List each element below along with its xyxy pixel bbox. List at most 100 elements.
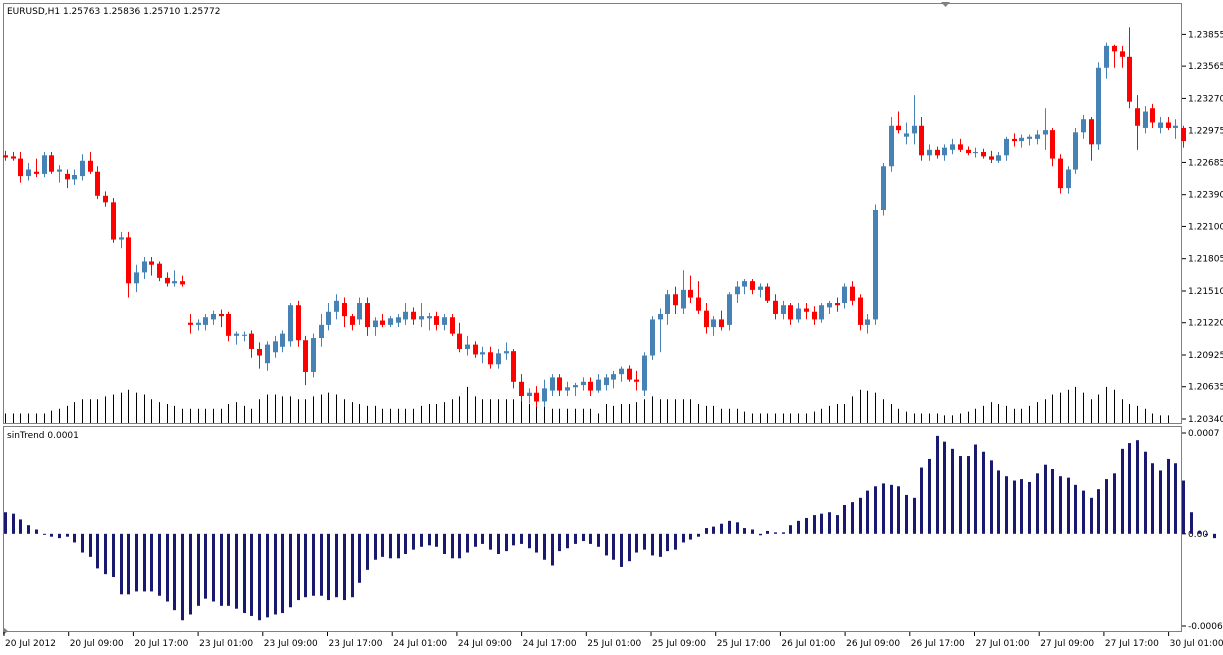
sintrend-bar [682,533,685,543]
sintrend-bar [120,533,123,595]
candle [942,144,947,161]
sintrend-bar [212,533,215,602]
candle-body [935,149,940,156]
sintrend-bar [659,533,662,557]
sintrend-histogram [4,435,1216,621]
sintrend-bar [551,533,554,566]
candle-body [34,171,39,174]
sintrend-bar [43,533,46,535]
candle [865,313,870,334]
candle-body [896,125,901,131]
candle-body [1143,111,1148,128]
candle-body [627,368,632,380]
price-tick-label: 1.20925 [1188,351,1223,361]
sintrend-bar [220,533,223,606]
candle [742,278,747,295]
candle [619,366,624,382]
candle [149,257,154,276]
sintrend-bar [813,515,816,534]
candle-body [142,261,147,273]
sintrend-bar [843,505,846,534]
candle-body [858,297,863,325]
candle-body [365,303,370,328]
candle [465,335,470,356]
candle-body [765,286,770,301]
sintrend-bar [150,533,153,592]
sintrend-bar [58,533,61,539]
candle [542,379,547,407]
sintrend-bar [574,533,577,544]
sintrend-bar [712,526,715,534]
candle [819,303,824,323]
candle [396,313,401,328]
candle [650,316,655,360]
candle [142,257,147,279]
candle [365,297,370,336]
sintrend-bar [289,533,292,608]
time-tick-label: 27 Jul 09:00 [1040,639,1094,649]
candle-body [673,294,678,306]
candle-body [1127,56,1132,102]
sintrend-bar [1128,443,1131,534]
sintrend-bar [1159,470,1162,534]
candle-body [1158,122,1163,128]
candle-body [881,166,886,211]
candle [273,335,278,358]
candle [172,270,177,287]
candle [357,297,362,325]
candle [581,377,586,391]
candle [1135,95,1140,150]
candle-body [527,392,532,397]
candle [334,294,339,320]
candle-body [42,155,47,174]
candlestick-series [3,27,1186,407]
candle [88,152,93,174]
candle-body [1104,45,1109,68]
candle-body [234,333,239,336]
price-tick-label: 1.23270 [1188,94,1223,104]
candle-body [542,388,547,402]
candle [34,158,39,178]
candle [203,313,208,331]
candle [65,169,70,189]
sintrend-bar [1090,497,1093,534]
candle-body [1050,130,1055,159]
candle-body [134,272,139,284]
sintrend-bar [505,533,508,552]
sintrend-bar [489,533,492,550]
candle-body [619,368,624,375]
candle-body [742,281,747,287]
price-tick-label: 1.22100 [1188,222,1223,232]
price-tick-label: 1.21220 [1188,319,1223,329]
candle [519,374,524,402]
candle-body [842,286,847,304]
candle [596,374,601,393]
shift-marker-icon[interactable] [941,2,950,7]
candle-body [973,152,978,154]
candle-body [126,237,131,284]
sintrend-bar [897,486,900,534]
candle [611,370,616,389]
candle [180,275,185,287]
candle-body [1135,108,1140,126]
sintrend-bar [936,435,939,534]
candle-body [681,289,686,309]
sintrend-bar [304,533,307,598]
sintrend-bar [874,486,877,534]
candle [1073,127,1078,174]
candle-body [157,263,162,278]
sintrend-bar [805,517,808,534]
candle-body [958,144,963,150]
candle [157,261,162,282]
sintrend-bar [235,533,238,609]
sintrend-bar [789,525,792,534]
candle [812,306,817,325]
candle-body [1019,137,1024,142]
candle [196,319,201,331]
candle-body [981,152,986,157]
candle [688,275,693,304]
candle [188,313,193,334]
candle [1127,27,1132,109]
candle [681,270,686,314]
